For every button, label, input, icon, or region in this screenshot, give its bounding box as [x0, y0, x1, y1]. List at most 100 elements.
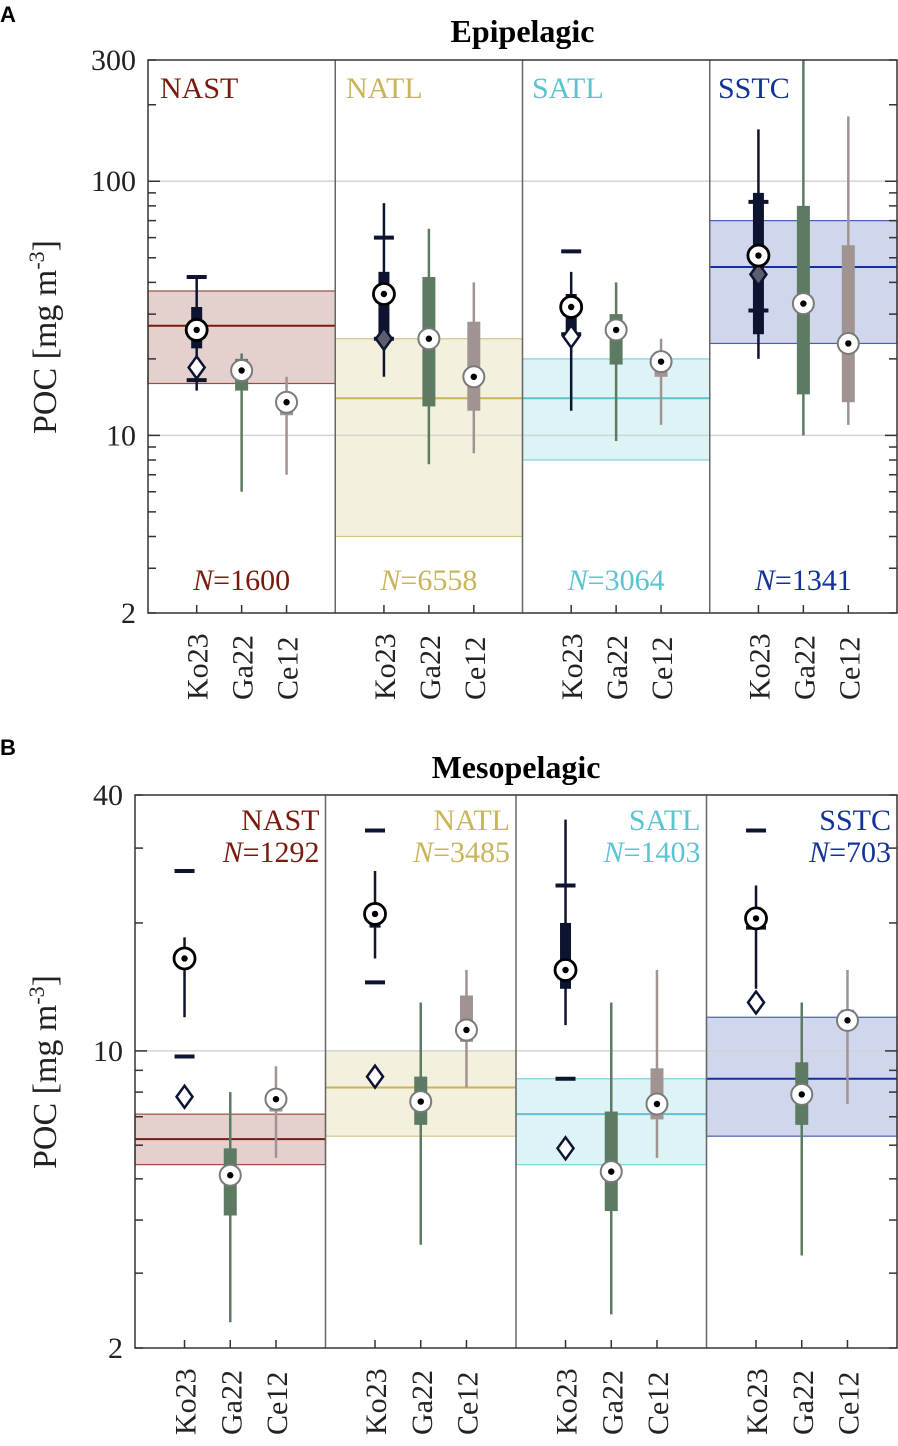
x-tick-label: Ko23 [551, 1368, 584, 1435]
y-axis-label-exponent: -3 [24, 251, 49, 269]
y-tick-label: 40 [93, 779, 123, 812]
mean-marker [748, 261, 768, 288]
box [560, 922, 572, 989]
mean-marker [365, 1063, 385, 1090]
mean-marker [374, 325, 394, 352]
panel-b: B Mesopelagic 2 10 40 Ko23 Ga22 Ce12 Ko23 Ga22 Ce1… [0, 735, 898, 1435]
sample-count-symbol: N [192, 564, 215, 597]
province-name: SSTC [819, 804, 891, 837]
y-axis-label-exponent: -3 [24, 986, 49, 1004]
sample-count: N=6558 [379, 564, 477, 597]
sample-count-value: =3064 [588, 564, 665, 597]
y-axis-label: POC [mg m-3] [24, 240, 64, 434]
y-axis-label-text: POC [mg m [27, 270, 64, 434]
median-dot [653, 1100, 661, 1108]
x-tick-label: Ga22 [215, 1370, 248, 1435]
mean-marker [174, 1083, 195, 1110]
median-dot [425, 335, 433, 342]
x-tick-label: Ko23 [360, 1368, 393, 1435]
y-axis-label: POC [mg m-3] [24, 975, 64, 1169]
x-tick-label: Ko23 [182, 633, 215, 700]
median-dot [567, 303, 575, 311]
x-tick-label: Ko23 [743, 633, 776, 700]
sample-count-symbol: N [222, 836, 245, 869]
x-tick-label: Ko23 [369, 633, 402, 700]
y-tick-label: 10 [106, 419, 136, 452]
province-name: SSTC [718, 72, 790, 105]
median-dot [844, 1017, 851, 1024]
x-tick-label: Ga22 [406, 1370, 439, 1435]
x-tick-label: Ce12 [832, 1372, 865, 1435]
median-dot [193, 326, 200, 334]
median-dot [238, 367, 245, 374]
y-tick-label: 300 [91, 44, 136, 77]
median-dot [657, 358, 665, 365]
mean-marker [187, 354, 207, 381]
sample-count-value: =703 [829, 836, 891, 869]
sample-count-value: =6558 [400, 564, 477, 597]
panel-title: Mesopelagic [432, 749, 601, 785]
median-dot [562, 966, 569, 974]
x-tick-label: Ga22 [788, 635, 821, 700]
x-tick-label: Ce12 [646, 637, 679, 700]
sample-count-symbol: N [379, 564, 402, 597]
x-tick-label: Ce12 [451, 1372, 484, 1435]
y-axis-label-close: ] [27, 240, 64, 251]
axes-frame [147, 59, 898, 614]
sample-count-symbol: N [603, 836, 626, 869]
median-dot [798, 1091, 805, 1098]
median-dot [608, 1168, 615, 1175]
sample-count-value: =1403 [624, 836, 701, 869]
median-dot [845, 340, 852, 347]
median-dot [470, 373, 478, 381]
mean-marker [561, 323, 581, 350]
sample-count: N=3064 [567, 564, 665, 597]
x-tick-label: Ga22 [601, 635, 634, 700]
median-dot [463, 1026, 470, 1034]
x-tick-label: Ga22 [596, 1370, 629, 1435]
panel-title: Epipelagic [450, 13, 594, 49]
panel-label: A [0, 2, 16, 27]
province-name: SATL [629, 804, 701, 837]
y-tick-label: 2 [108, 1332, 123, 1365]
median-dot [283, 399, 290, 406]
mean-marker [746, 989, 766, 1016]
box [841, 245, 855, 403]
y-tick-label: 2 [121, 597, 136, 630]
province-name: NAST [160, 72, 238, 105]
sample-count-value: =1292 [243, 836, 320, 869]
x-tick-label: Ce12 [261, 1372, 294, 1435]
median-dot [612, 326, 620, 334]
sample-count-value: =1341 [775, 564, 852, 597]
median-dot [417, 1098, 424, 1105]
median-dot [227, 1172, 234, 1179]
x-tick-label: Ce12 [272, 637, 305, 700]
x-tick-label: Ce12 [833, 637, 866, 700]
median-dot [380, 290, 388, 298]
province-name: NAST [241, 804, 319, 837]
province-name: SATL [532, 72, 604, 105]
x-tick-label: Ko23 [556, 633, 589, 700]
x-tick-label: Ga22 [414, 635, 447, 700]
sample-count: N=3485 [412, 836, 510, 869]
panel-a: A Epipelagic 2 10 100 300 Ko23 Ga22 Ce12 Ko23 Ga22… [0, 2, 898, 700]
x-tick-label: Ko23 [170, 1368, 203, 1435]
sample-count-symbol: N [808, 836, 831, 869]
panel-label: B [0, 735, 16, 760]
median-dot [181, 955, 188, 962]
sample-count: N=1600 [192, 564, 290, 597]
sample-count-symbol: N [754, 564, 777, 597]
x-tick-label: Ce12 [459, 637, 492, 700]
sample-count: N=1292 [222, 836, 320, 869]
sample-count-symbol: N [567, 564, 590, 597]
median-dot [800, 300, 807, 307]
province-name: NATL [433, 804, 510, 837]
sample-count-value: =1600 [213, 564, 290, 597]
province-name: NATL [346, 72, 423, 105]
median-dot [752, 915, 760, 922]
sample-count: N=703 [808, 836, 891, 869]
x-tick-label: Ga22 [227, 635, 260, 700]
mean-marker [555, 1135, 576, 1162]
x-tick-label: Ga22 [787, 1370, 820, 1435]
